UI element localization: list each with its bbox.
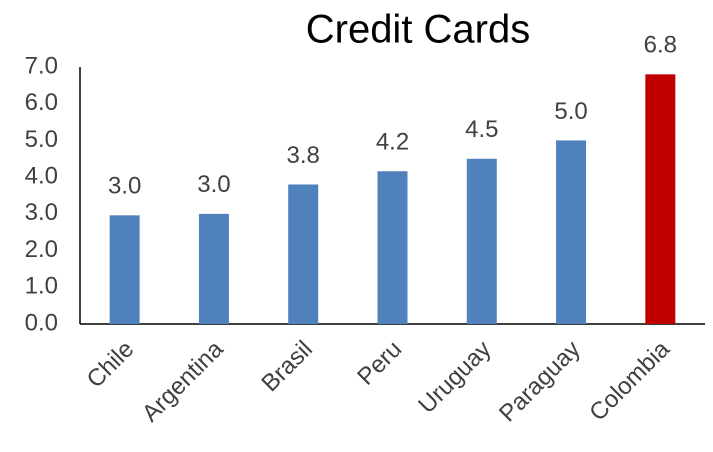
value-label: 3.0	[197, 171, 230, 198]
bar	[109, 215, 140, 324]
y-tick-label: 3.0	[25, 199, 58, 226]
y-tick-label: 1.0	[25, 273, 58, 300]
bar	[466, 158, 497, 324]
x-tick-label: Argentina	[137, 335, 229, 427]
bar	[377, 171, 408, 324]
value-label: 4.5	[465, 116, 498, 143]
x-tick-label: Brasil	[256, 336, 318, 398]
value-label: 3.0	[108, 173, 141, 200]
y-tick-label: 7.0	[25, 52, 58, 79]
value-label: 5.0	[554, 98, 587, 125]
bar	[288, 184, 319, 324]
y-tick-label: 0.0	[25, 309, 58, 336]
x-tick-label: Paraguay	[494, 336, 586, 428]
x-tick-label: Peru	[352, 336, 407, 391]
bar	[556, 140, 587, 324]
y-tick-label: 2.0	[25, 236, 58, 263]
bar	[198, 213, 229, 324]
bar	[645, 74, 676, 324]
x-tick-label: Chile	[82, 336, 140, 394]
x-tick-label: Colombia	[584, 335, 675, 426]
x-tick-label: Uruguay	[413, 336, 496, 419]
value-label: 3.8	[287, 142, 320, 169]
y-tick-label: 4.0	[25, 162, 58, 189]
y-tick-label: 5.0	[25, 126, 58, 153]
chart-title: Credit Cards	[306, 8, 531, 52]
value-label: 6.8	[644, 32, 677, 59]
y-tick-label: 6.0	[25, 89, 58, 116]
value-label: 4.2	[376, 129, 409, 156]
